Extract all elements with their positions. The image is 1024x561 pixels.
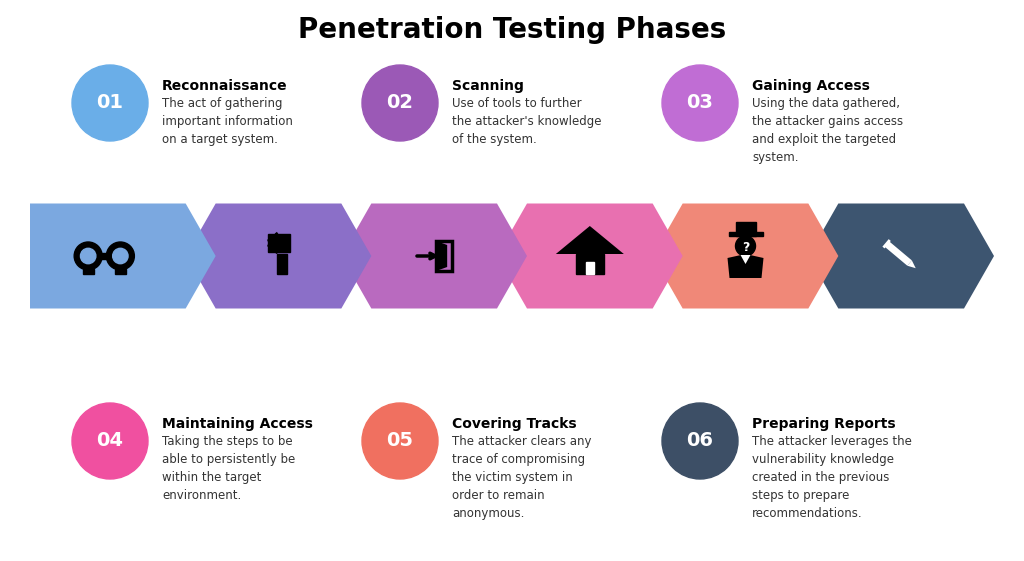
Polygon shape (907, 260, 915, 268)
Circle shape (72, 403, 148, 479)
Polygon shape (652, 204, 839, 309)
Polygon shape (30, 204, 216, 309)
Circle shape (362, 403, 438, 479)
Polygon shape (185, 204, 372, 309)
Bar (115, 269, 126, 274)
Polygon shape (740, 255, 751, 264)
Circle shape (81, 249, 96, 264)
Text: Gaining Access: Gaining Access (752, 79, 869, 93)
Bar (594, 241, 600, 250)
Circle shape (74, 242, 102, 270)
Text: ?: ? (741, 241, 750, 254)
Text: Penetration Testing Phases: Penetration Testing Phases (298, 16, 726, 44)
Bar (276, 254, 287, 274)
Polygon shape (727, 254, 764, 278)
Text: 06: 06 (686, 431, 714, 450)
Text: The attacker clears any
trace of compromising
the victim system in
order to rema: The attacker clears any trace of comprom… (452, 435, 592, 520)
Text: Use of tools to further
the attacker's knowledge
of the system.: Use of tools to further the attacker's k… (452, 97, 601, 146)
Text: Scanning: Scanning (452, 79, 524, 93)
Circle shape (106, 242, 134, 270)
Polygon shape (885, 241, 911, 266)
Circle shape (72, 65, 148, 141)
Text: 02: 02 (386, 94, 414, 113)
Polygon shape (497, 204, 683, 309)
Polygon shape (436, 241, 447, 271)
Bar (83, 269, 94, 274)
Text: 04: 04 (96, 431, 124, 450)
Text: 05: 05 (386, 431, 414, 450)
Polygon shape (808, 204, 994, 309)
Bar (575, 254, 604, 274)
Circle shape (362, 65, 438, 141)
Bar (586, 262, 594, 274)
Text: The attacker leverages the
vulnerability knowledge
created in the previous
steps: The attacker leverages the vulnerability… (752, 435, 912, 520)
Bar (735, 222, 756, 236)
Text: The act of gathering
important information
on a target system.: The act of gathering important informati… (162, 97, 293, 146)
Bar (267, 234, 290, 252)
Text: Preparing Reports: Preparing Reports (752, 417, 896, 431)
Text: Using the data gathered,
the attacker gains access
and exploit the targeted
syst: Using the data gathered, the attacker ga… (752, 97, 903, 164)
Bar (436, 241, 453, 271)
Circle shape (662, 65, 738, 141)
Text: Taking the steps to be
able to persistently be
within the target
environment.: Taking the steps to be able to persisten… (162, 435, 295, 502)
Polygon shape (556, 226, 624, 254)
Text: Covering Tracks: Covering Tracks (452, 417, 577, 431)
Circle shape (735, 236, 756, 256)
Text: Reconnaissance: Reconnaissance (162, 79, 288, 93)
Text: 03: 03 (686, 94, 714, 113)
Bar (728, 232, 763, 236)
Text: 01: 01 (96, 94, 124, 113)
Circle shape (662, 403, 738, 479)
Circle shape (113, 249, 128, 264)
Bar (98, 253, 111, 259)
Text: Maintaining Access: Maintaining Access (162, 417, 313, 431)
Polygon shape (341, 204, 527, 309)
